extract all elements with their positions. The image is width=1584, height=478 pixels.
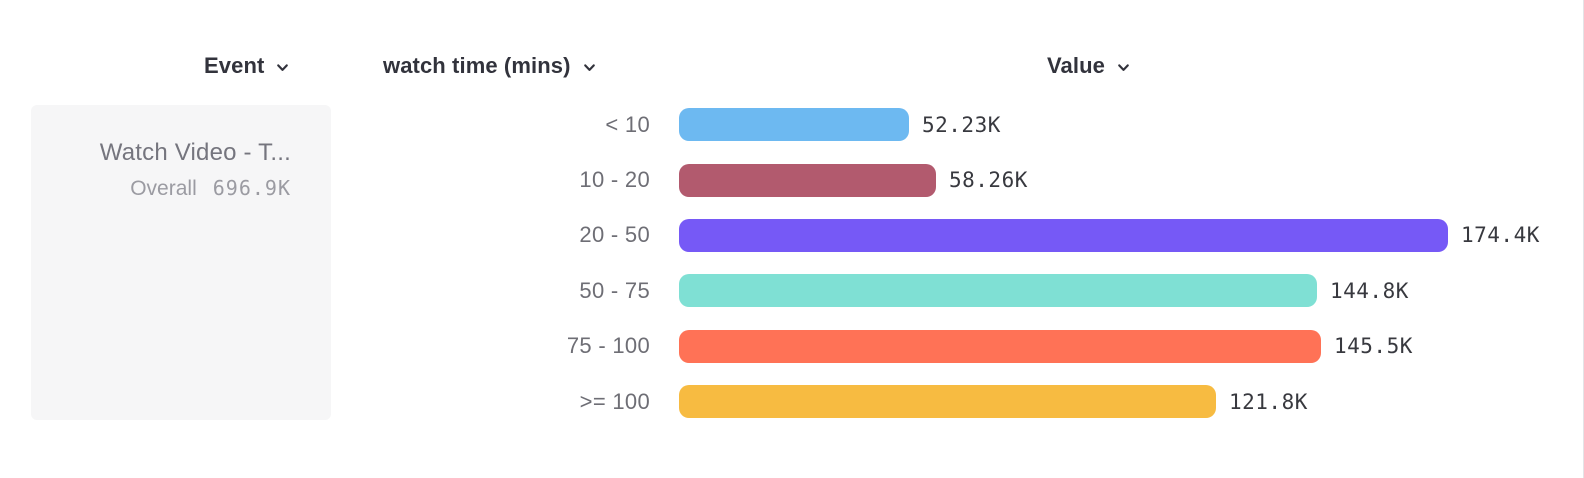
overall-label: Overall <box>130 177 197 200</box>
event-column-label: Event <box>204 53 265 78</box>
chart-row: >= 100 121.8K <box>0 374 1583 429</box>
breakdown-column-header[interactable]: watch time (mins) <box>383 53 597 79</box>
bar-segment[interactable] <box>679 274 1317 308</box>
category-label: 50 - 75 <box>579 277 650 303</box>
bar-segment[interactable] <box>679 163 936 197</box>
category-label: >= 100 <box>579 388 650 414</box>
event-name: Watch Video - T... <box>99 139 291 166</box>
bar-segment[interactable] <box>679 385 1216 419</box>
category-label: 20 - 50 <box>579 222 650 248</box>
event-overall-row: Overall 696.9K <box>31 176 291 201</box>
chart-row: 75 - 100 145.5K <box>0 319 1583 374</box>
value-label: 52.23K <box>922 112 1001 137</box>
bar-segment[interactable] <box>679 218 1448 252</box>
overall-value: 696.9K <box>212 176 291 200</box>
chart-row: 50 - 75 144.8K <box>0 263 1583 318</box>
value-label: 144.8K <box>1330 278 1409 303</box>
event-card[interactable]: Watch Video - T... Overall 696.9K <box>31 105 331 420</box>
bar-segment[interactable] <box>679 329 1321 363</box>
value-column-label: Value <box>1047 53 1105 78</box>
value-label: 58.26K <box>949 168 1028 193</box>
bar-chart: < 10 52.23K 10 - 20 58.26K 20 - 50 174.4K 50 -… <box>0 97 1583 429</box>
value-label: 121.8K <box>1229 389 1308 414</box>
category-label: 75 - 100 <box>566 333 650 359</box>
value-label: 145.5K <box>1334 334 1413 359</box>
value-label: 174.4K <box>1461 223 1540 248</box>
chevron-down-icon <box>1116 60 1131 75</box>
bar-segment[interactable] <box>679 108 909 142</box>
chart-row: 10 - 20 58.26K <box>0 152 1583 207</box>
event-column-header[interactable]: Event <box>204 53 290 79</box>
chevron-down-icon <box>582 60 597 75</box>
value-column-header[interactable]: Value <box>1047 53 1131 79</box>
chevron-down-icon <box>275 60 290 75</box>
chart-row: < 10 52.23K <box>0 97 1583 152</box>
chart-row: 20 - 50 174.4K <box>0 208 1583 263</box>
breakdown-column-label: watch time (mins) <box>383 53 571 78</box>
category-label: 10 - 20 <box>579 167 650 193</box>
category-label: < 10 <box>605 111 650 137</box>
